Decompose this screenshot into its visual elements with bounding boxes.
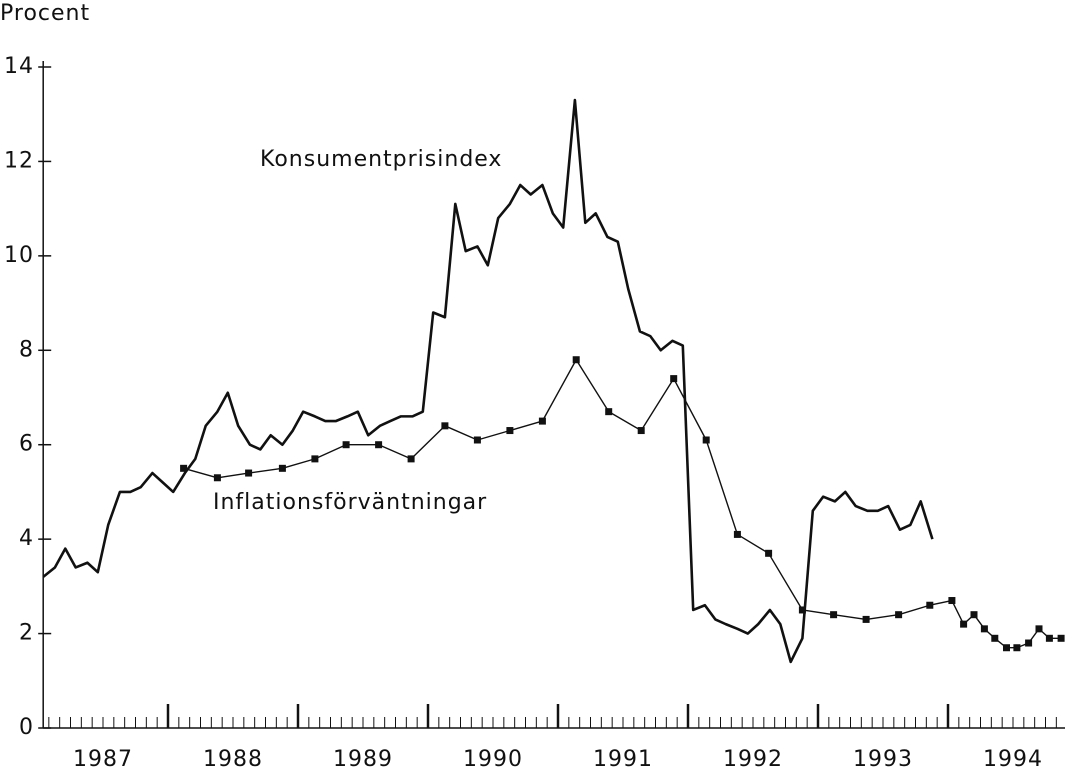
- x-tick-label: 1994: [983, 747, 1043, 772]
- x-tick-label: 1993: [853, 747, 913, 772]
- marker: [926, 601, 934, 609]
- marker: [702, 436, 710, 444]
- marker: [278, 464, 286, 472]
- x-tick-label: 1990: [463, 747, 523, 772]
- marker: [670, 375, 678, 383]
- y-tick-label: 6: [19, 432, 34, 457]
- marker: [1035, 625, 1043, 633]
- marker: [311, 455, 319, 463]
- y-tick-label: 14: [4, 54, 34, 79]
- series-label: Konsumentprisindex: [260, 147, 502, 172]
- marker: [862, 615, 870, 623]
- marker: [970, 611, 978, 619]
- x-tick-label: 1989: [333, 747, 393, 772]
- marker: [1025, 639, 1033, 647]
- series-label: Inflationsförväntningar: [213, 490, 487, 515]
- y-tick-label: 10: [4, 243, 34, 268]
- marker: [605, 408, 613, 416]
- marker: [245, 469, 253, 477]
- marker: [213, 474, 221, 482]
- x-tick-label: 1988: [203, 747, 263, 772]
- marker: [960, 620, 968, 628]
- marker: [180, 464, 188, 472]
- marker: [1045, 634, 1053, 642]
- series-line: [42, 98, 934, 664]
- x-tick-label: 1992: [723, 747, 783, 772]
- marker: [830, 611, 838, 619]
- marker: [991, 634, 999, 642]
- marker: [538, 417, 546, 425]
- y-axis-label: Procent: [0, 1, 90, 26]
- y-tick-label: 12: [4, 148, 34, 173]
- marker: [1057, 634, 1065, 642]
- marker: [980, 625, 988, 633]
- marker: [733, 530, 741, 538]
- y-tick-label: 2: [19, 621, 34, 646]
- y-tick-label: 8: [19, 337, 34, 362]
- x-tick-label: 1991: [593, 747, 653, 772]
- marker: [1013, 644, 1021, 652]
- y-tick-label: 4: [19, 526, 34, 551]
- marker: [895, 611, 903, 619]
- marker: [765, 549, 773, 557]
- marker: [637, 427, 645, 435]
- marker: [948, 597, 956, 605]
- marker: [342, 441, 350, 449]
- y-tick-label: 0: [19, 715, 34, 740]
- marker: [375, 441, 383, 449]
- marker: [407, 455, 415, 463]
- marker: [473, 436, 481, 444]
- marker: [506, 427, 514, 435]
- x-tick-label: 1987: [73, 747, 133, 772]
- marker: [1003, 644, 1010, 652]
- marker: [441, 422, 449, 430]
- marker: [798, 606, 806, 614]
- marker: [572, 356, 580, 364]
